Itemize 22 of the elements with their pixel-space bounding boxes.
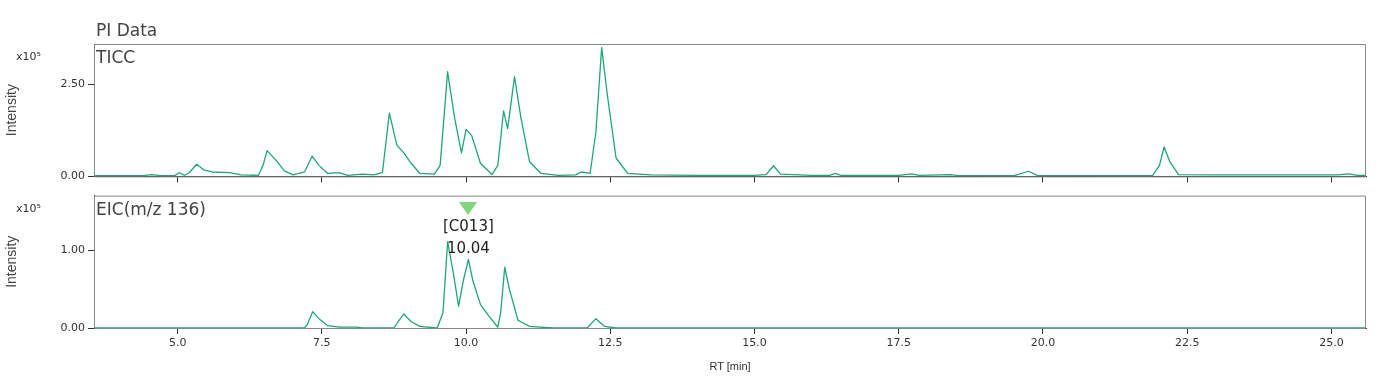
annotation: [C013]	[442, 217, 494, 236]
text: x10⁵	[16, 201, 41, 215]
x-tick-label: 17.5	[886, 336, 911, 350]
x-tick-label: 12.5	[598, 336, 623, 350]
x-tick-label: 22.5	[1174, 336, 1200, 350]
y-tick-label: 1.00	[60, 242, 85, 256]
x-tick-label: 7.5	[313, 336, 331, 350]
text: x10⁵	[16, 50, 41, 63]
x-tick-label: 15.0	[742, 336, 767, 350]
y-tick-label: 0.00	[60, 169, 85, 183]
chart-title: PI Data	[96, 20, 158, 40]
y-tick-label: 2.50	[60, 77, 85, 91]
x-tick-label: 5.0	[168, 336, 187, 350]
x-axis-title: RT [min]	[709, 360, 751, 373]
y-tick-label: 0.00	[60, 320, 85, 334]
y-axis-title: Intensity	[3, 235, 20, 288]
y-axis-title: Intensity	[3, 84, 20, 137]
x-tick-label: 20.0	[1030, 336, 1056, 350]
x-tick-label: 10.0	[453, 336, 479, 350]
x-tick-label: 25.0	[1319, 336, 1344, 350]
chart-title: EIC(m/z 136)	[96, 198, 206, 219]
chart-subtitle: TICC	[95, 47, 136, 67]
